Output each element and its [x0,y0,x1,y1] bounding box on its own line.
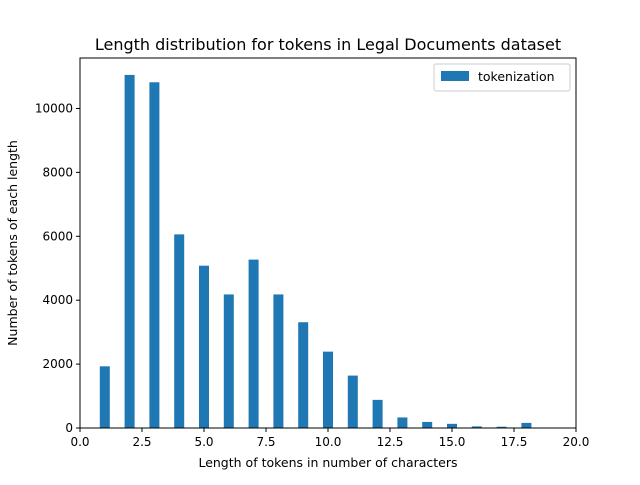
bar-length-11 [347,375,358,428]
bar-length-17 [496,426,507,428]
y-tick-label: 6000 [42,229,73,243]
legend-swatch [441,71,469,81]
x-tick-label: 15.0 [439,435,466,449]
legend-label: tokenization [478,69,555,84]
bar-length-13 [397,417,408,428]
bar-length-8 [273,294,284,428]
bar-length-4 [174,234,185,428]
bars-group [99,74,532,429]
y-tick-label: 4000 [42,293,73,307]
y-tick-label: 10000 [35,101,73,115]
bar-length-12 [372,399,383,428]
bar-length-3 [149,82,160,428]
x-tick-label: 0.0 [70,435,89,449]
bar-length-5 [199,265,209,428]
legend: tokenization [433,63,571,92]
y-axis-label: Number of tokens of each length [5,140,20,346]
y-tick-label: 0 [65,421,73,435]
x-tick-label: 7.5 [256,435,275,449]
y-tick-label: 8000 [42,165,73,179]
bar-length-9 [298,322,309,428]
bar-length-14 [422,421,433,428]
x-tick-label: 2.5 [132,435,151,449]
x-tick-label: 17.5 [501,435,528,449]
legend-box [433,63,571,92]
chart-title: Length distribution for tokens in Legal … [95,35,561,54]
bar-length-2 [124,74,135,429]
bar-length-7 [248,259,259,428]
x-axis-label: Length of tokens in number of characters [198,455,457,470]
bar-length-6 [223,294,234,428]
bar-length-15 [447,423,457,428]
x-tick-label: 20.0 [563,435,590,449]
bar-length-10 [323,351,333,428]
x-tick-label: 5.0 [194,435,213,449]
bar-length-18 [521,422,532,428]
x-axis-ticks: 0.0 2.5 5.0 7.5 10.0 12.5 15.0 17.5 20.0 [70,428,589,449]
y-axis-ticks: 0 2000 4000 6000 8000 10000 [35,101,80,435]
x-tick-label: 10.0 [315,435,342,449]
y-tick-label: 2000 [42,357,73,371]
x-tick-label: 12.5 [377,435,404,449]
bar-length-1 [99,366,110,428]
bar-length-16 [471,426,482,428]
